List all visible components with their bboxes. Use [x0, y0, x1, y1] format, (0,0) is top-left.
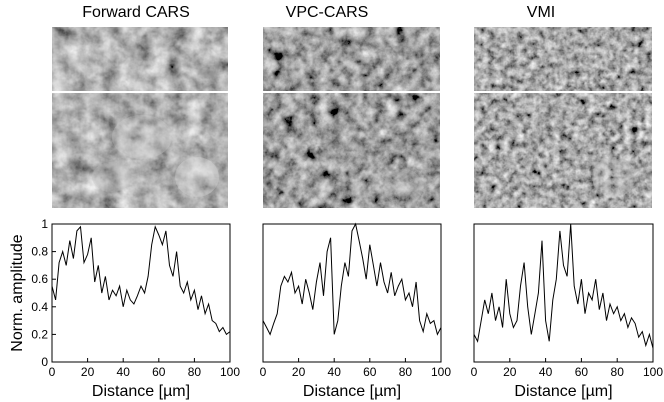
- scan-line: [52, 91, 228, 93]
- scan-line: [263, 91, 440, 93]
- y-tick-label: 0: [41, 355, 48, 369]
- series-line: [262, 222, 442, 336]
- microscopy-image-forward-cars: [52, 27, 228, 208]
- x-tick-label: 40: [539, 365, 553, 379]
- panel-title-forward-cars: Forward CARS: [82, 4, 190, 21]
- x-tick-label: 0: [49, 365, 56, 379]
- panel-title-vmi: VMI: [526, 4, 556, 21]
- series-line: [51, 225, 231, 336]
- plot-frame: [51, 223, 231, 363]
- x-axis-label: Distance [µm]: [514, 383, 612, 400]
- plot-frame: [473, 223, 654, 363]
- y-tick-label: 0.4: [31, 300, 48, 314]
- y-axis-label: Norm. amplitude: [9, 234, 26, 351]
- x-tick-label: 100: [431, 365, 451, 379]
- x-axis-label: Distance [µm]: [303, 383, 401, 400]
- x-tick-label: 20: [503, 365, 517, 379]
- x-tick-label: 60: [363, 365, 377, 379]
- microscopy-texture: [52, 27, 228, 208]
- x-tick-label: 40: [328, 365, 342, 379]
- y-tick-label: 0.8: [31, 245, 48, 259]
- x-tick-label: 100: [220, 365, 240, 379]
- x-tick-label: 40: [117, 365, 131, 379]
- y-tick-label: 0.2: [31, 327, 48, 341]
- x-tick-label: 60: [575, 365, 589, 379]
- x-tick-label: 100: [643, 365, 663, 379]
- scan-line: [474, 91, 652, 93]
- panel-title-vpc-cars: VPC-CARS: [285, 4, 369, 21]
- x-tick-label: 0: [471, 365, 478, 379]
- series-line: [473, 223, 654, 349]
- microscopy-texture: [263, 27, 440, 208]
- y-tick-label: 0.6: [31, 272, 48, 286]
- x-tick-label: 0: [260, 365, 267, 379]
- x-tick-label: 20: [292, 365, 306, 379]
- y-tick-label: 1: [41, 217, 48, 231]
- x-tick-label: 80: [188, 365, 202, 379]
- x-tick-label: 80: [399, 365, 413, 379]
- microscopy-image-vpc-cars: [263, 27, 440, 208]
- microscopy-texture: [474, 27, 652, 208]
- plot-frame: [262, 223, 442, 363]
- x-tick-label: 20: [81, 365, 95, 379]
- x-axis-label: Distance [µm]: [92, 383, 190, 400]
- x-tick-label: 60: [152, 365, 166, 379]
- x-tick-label: 80: [611, 365, 625, 379]
- microscopy-image-vmi: [474, 27, 652, 208]
